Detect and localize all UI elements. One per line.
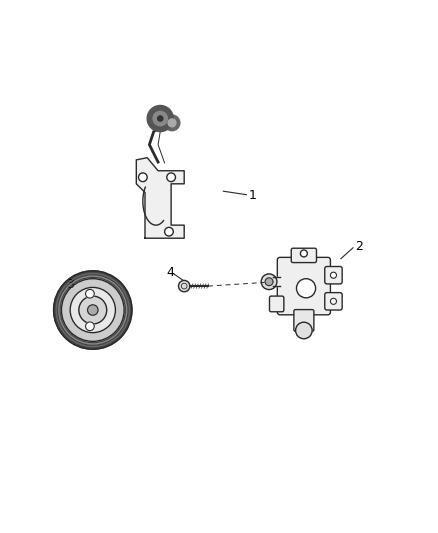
Text: 4: 4	[166, 265, 174, 279]
Circle shape	[179, 280, 190, 292]
Circle shape	[70, 287, 116, 333]
Circle shape	[153, 111, 167, 126]
Circle shape	[138, 173, 147, 182]
Circle shape	[88, 305, 98, 315]
FancyBboxPatch shape	[269, 296, 284, 312]
Text: 3: 3	[66, 278, 74, 291]
Circle shape	[165, 228, 173, 236]
FancyBboxPatch shape	[325, 293, 342, 310]
Circle shape	[330, 272, 336, 278]
Text: 1: 1	[249, 189, 257, 201]
Circle shape	[330, 298, 336, 304]
Polygon shape	[136, 158, 184, 238]
FancyBboxPatch shape	[294, 310, 314, 332]
Text: 2: 2	[355, 240, 363, 253]
Circle shape	[261, 274, 277, 289]
Circle shape	[61, 279, 124, 341]
Circle shape	[300, 250, 307, 257]
FancyBboxPatch shape	[291, 248, 317, 263]
FancyBboxPatch shape	[325, 266, 342, 284]
Circle shape	[167, 173, 176, 182]
Circle shape	[296, 322, 312, 339]
Circle shape	[85, 322, 94, 330]
Circle shape	[53, 271, 132, 349]
Circle shape	[265, 278, 273, 286]
Circle shape	[158, 116, 163, 121]
Circle shape	[147, 106, 173, 132]
Circle shape	[297, 279, 316, 298]
FancyBboxPatch shape	[277, 257, 330, 315]
Circle shape	[85, 289, 94, 298]
Circle shape	[164, 115, 180, 131]
Circle shape	[79, 296, 107, 324]
Circle shape	[168, 119, 176, 127]
